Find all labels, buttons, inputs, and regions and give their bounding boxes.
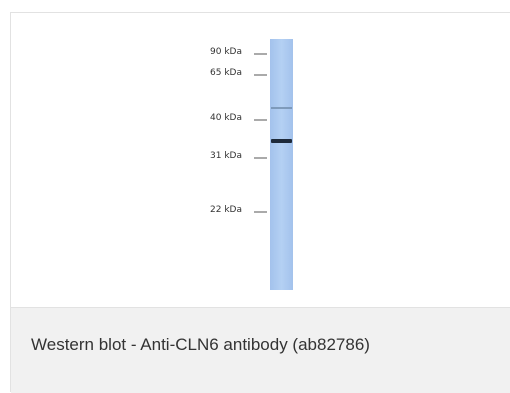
marker-label-65: 65 kDa [210, 68, 242, 78]
figure-card: 90 kDa 65 kDa 40 kDa 31 kDa 22 kDa Weste… [10, 12, 510, 393]
marker-label-22: 22 kDa [210, 205, 242, 215]
marker-label-40: 40 kDa [210, 113, 242, 123]
caption-divider [11, 307, 510, 308]
marker-label-90: 90 kDa [210, 47, 242, 57]
image-caption: Western blot - Anti-CLN6 antibody (ab827… [31, 335, 370, 354]
band-strong [271, 139, 292, 143]
western-blot-graphic: 90 kDa 65 kDa 40 kDa 31 kDa 22 kDa [210, 39, 293, 290]
western-blot-image: 90 kDa 65 kDa 40 kDa 31 kDa 22 kDa [11, 13, 510, 307]
marker-label-31: 31 kDa [210, 151, 242, 161]
band-faint [271, 107, 292, 109]
blot-lane [270, 39, 293, 290]
caption-panel: Western blot - Anti-CLN6 antibody (ab827… [11, 308, 510, 393]
